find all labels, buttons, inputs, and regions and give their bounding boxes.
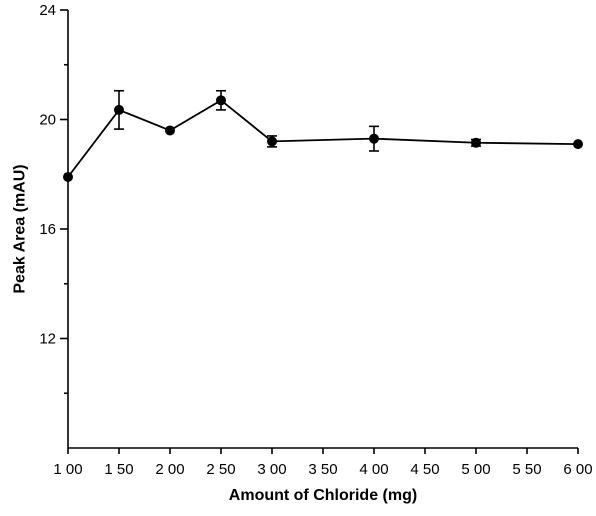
x-tick-label: 1 00 bbox=[53, 461, 82, 478]
axes bbox=[67, 10, 578, 449]
data-point bbox=[471, 137, 481, 148]
x-tick-label: 5 00 bbox=[461, 461, 490, 478]
data-point bbox=[216, 95, 226, 106]
data-point bbox=[369, 133, 379, 144]
x-tick-label: 3 50 bbox=[308, 461, 337, 478]
x-tick-label: 2 00 bbox=[155, 461, 184, 478]
y-tick-label: 20 bbox=[39, 112, 56, 129]
y-tick-label: 12 bbox=[39, 331, 56, 348]
data-point bbox=[573, 139, 583, 150]
x-tick-label: 1 50 bbox=[104, 461, 133, 478]
data-point bbox=[267, 136, 277, 147]
x-tick-label: 4 50 bbox=[410, 461, 439, 478]
data-point bbox=[165, 125, 175, 136]
data-point bbox=[63, 171, 73, 182]
x-tick-label: 2 50 bbox=[206, 461, 235, 478]
ticks: 1 00 1 50 2 00 2 50 3 00 3 50 4 00 4 50 5 00 5 50… bbox=[39, 2, 592, 478]
x-axis-title: Amount of Chloride (mg) bbox=[229, 487, 417, 504]
series-line bbox=[67, 99, 579, 178]
x-tick-label: 5 50 bbox=[512, 461, 541, 478]
y-axis-title: Peak Area (mAU) bbox=[12, 164, 29, 293]
x-tick-label: 6 00 bbox=[563, 461, 592, 478]
y-tick-label: 16 bbox=[39, 221, 56, 238]
x-tick-label: 3 00 bbox=[257, 461, 286, 478]
data-point bbox=[114, 104, 124, 115]
series-group bbox=[63, 89, 583, 182]
x-tick-label: 4 00 bbox=[359, 461, 388, 478]
y-tick-label: 24 bbox=[39, 2, 56, 19]
